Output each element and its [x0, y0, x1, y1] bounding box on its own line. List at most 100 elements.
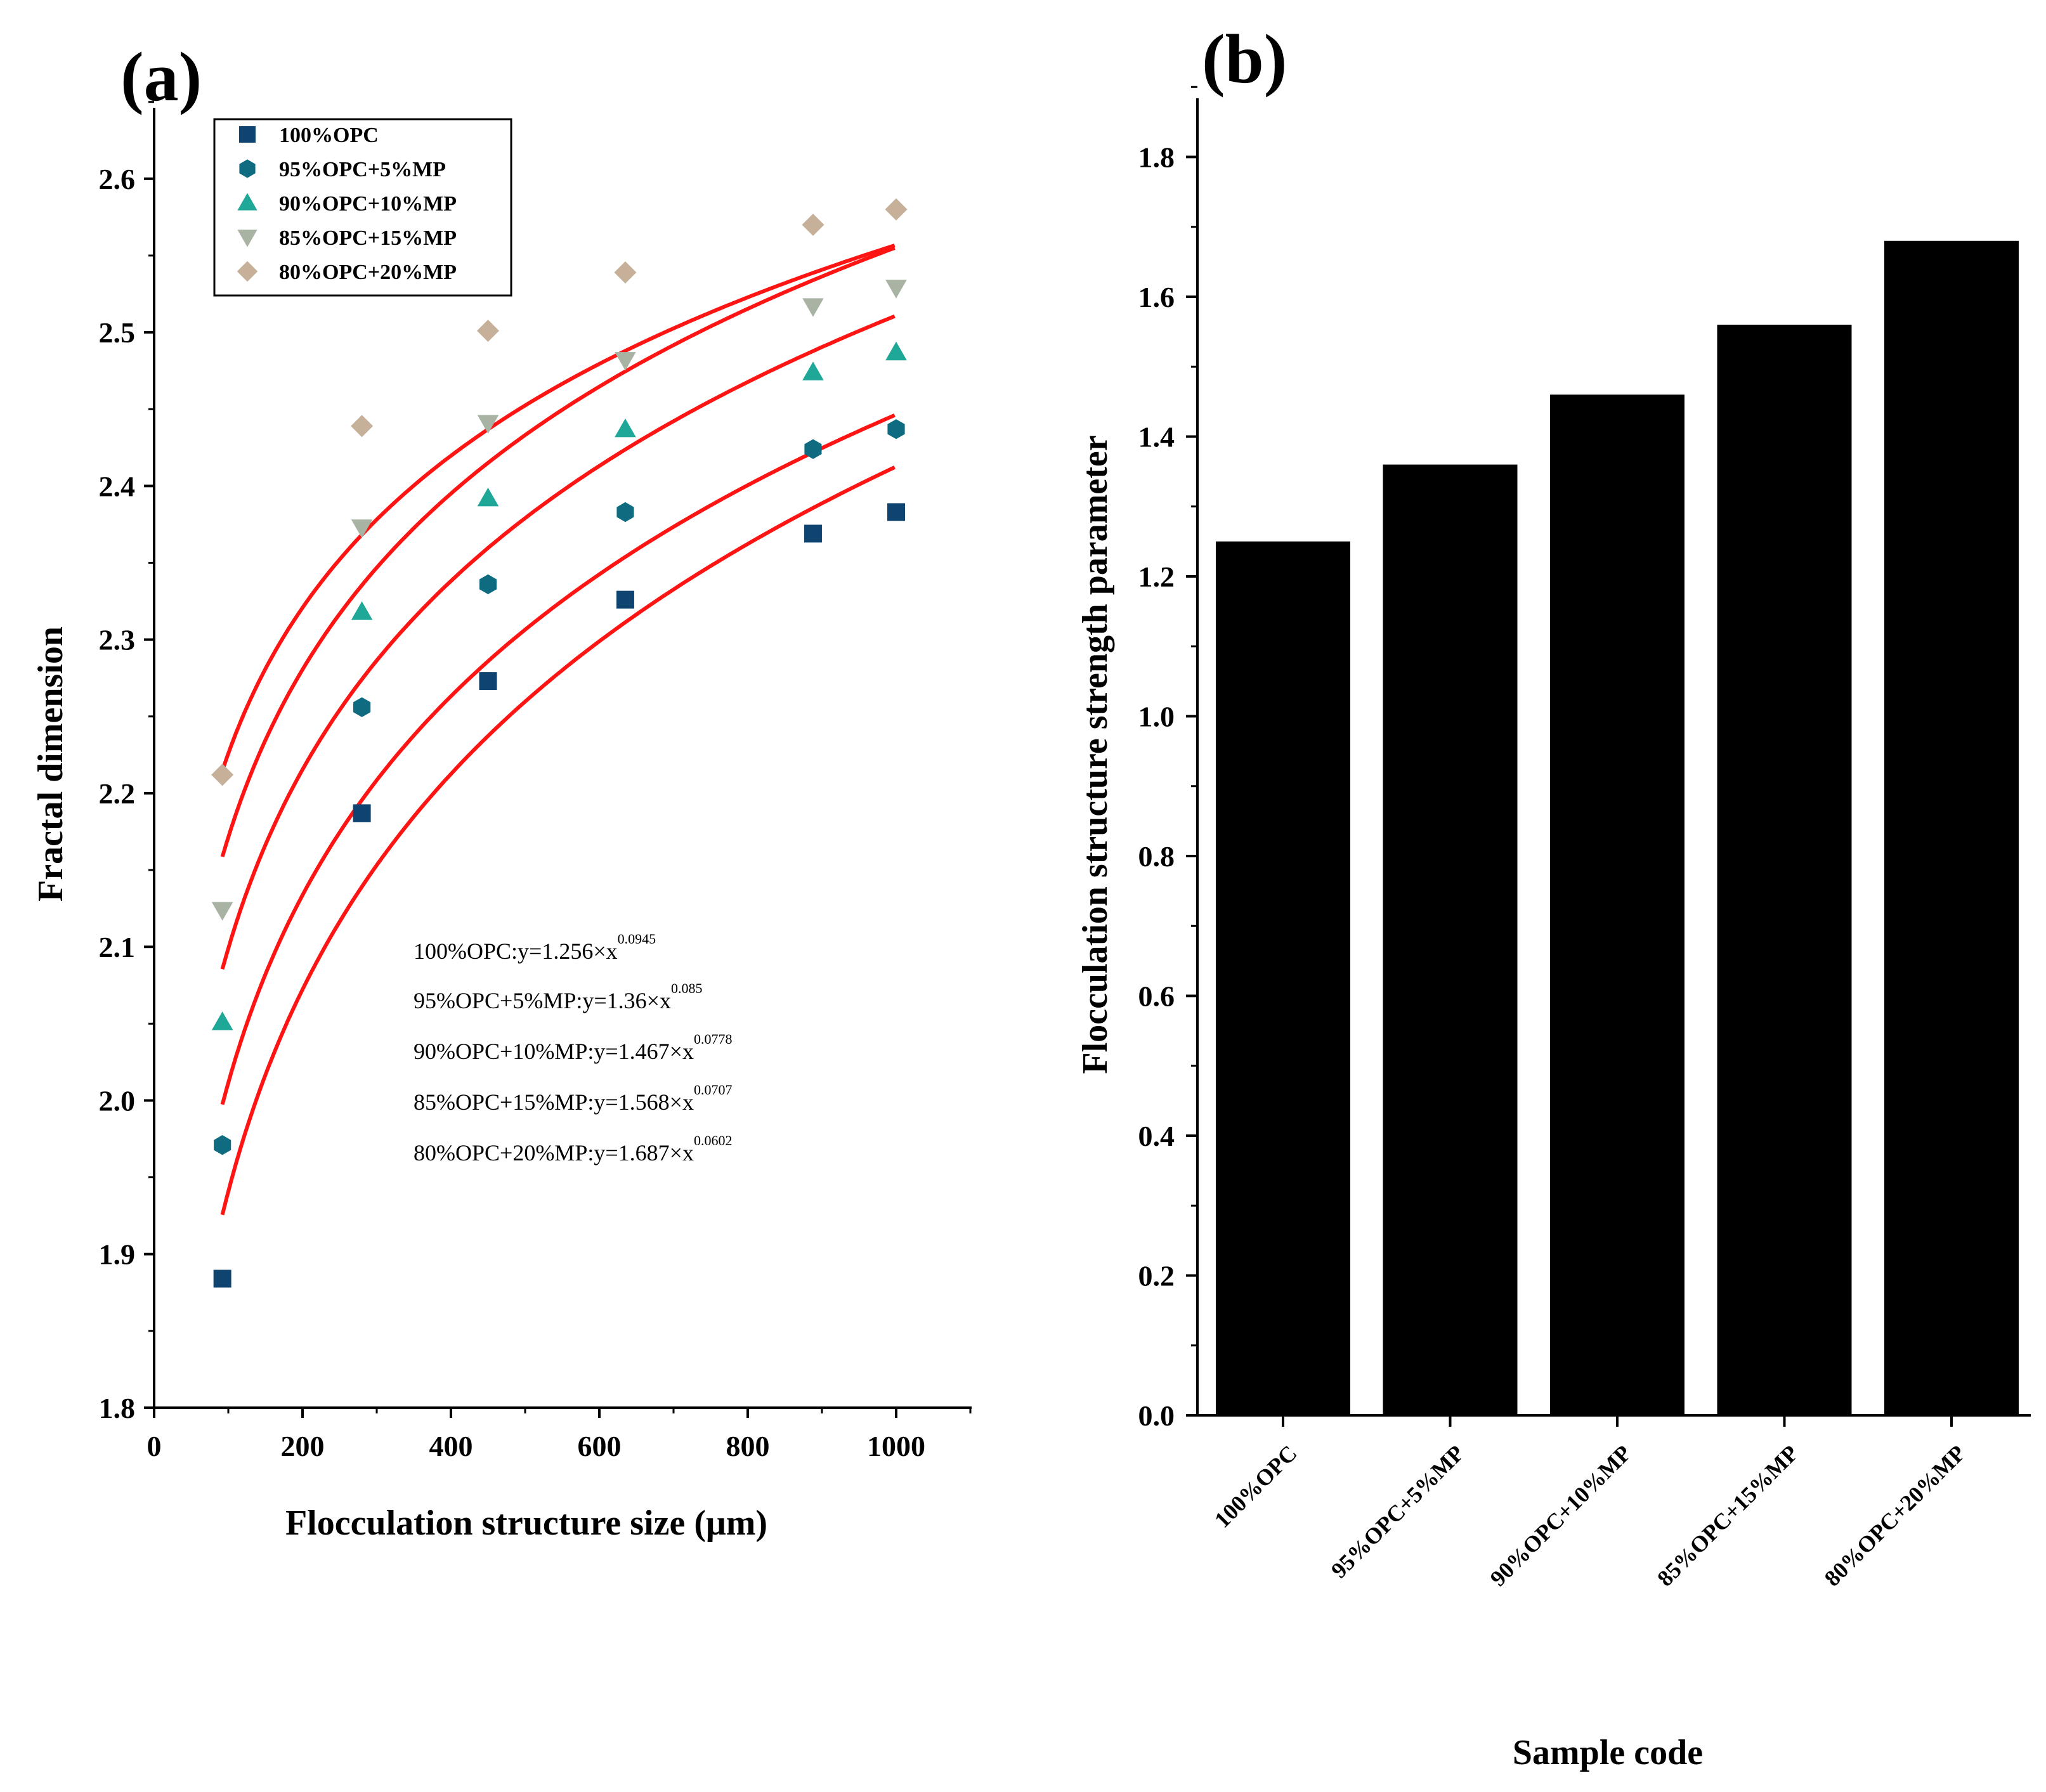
category-label: 95%OPC+5%MP: [1326, 1440, 1469, 1583]
fit-curve: [220, 314, 896, 970]
y-tick-label: 2.1: [99, 931, 136, 963]
equation-10-mp-prefix: 90%OPC+10%MP:y=1.467×x: [414, 1039, 694, 1064]
legend-marker-icon: [239, 126, 256, 143]
y-tick-label: 0.2: [1138, 1260, 1175, 1292]
equation-15-mp-prefix: 85%OPC+15%MP:y=1.568×x: [414, 1089, 694, 1115]
data-point: [213, 1269, 231, 1288]
category-label: 100%OPC: [1209, 1440, 1302, 1533]
data-point: [477, 487, 499, 507]
panel-b-y-ticks: 0.0 0.2 0.4 0.6 0.8 1.0 1.2 1.4 1.6 1.8: [1138, 86, 1197, 1432]
data-point: [615, 418, 636, 438]
category-label: 90%OPC+10%MP: [1485, 1440, 1636, 1591]
y-tick-label: 1.8: [1138, 141, 1175, 174]
y-tick-label: 0.8: [1138, 840, 1175, 873]
equation-5-mp: 95%OPC+5%MP:y=1.36×x0.085: [414, 980, 702, 1013]
data-point: [887, 419, 905, 439]
data-point: [351, 415, 374, 438]
data-point: [477, 415, 499, 434]
panel-a-label: (a): [121, 38, 202, 115]
legend-marker-icon: [237, 193, 257, 211]
legend-label: 80%OPC+20%MP: [279, 261, 457, 284]
data-point: [804, 439, 822, 459]
bar: [1550, 394, 1684, 1415]
equation-20-mp-prefix: 80%OPC+20%MP:y=1.687×x: [414, 1140, 694, 1165]
data-point: [353, 697, 371, 717]
data-point: [802, 298, 824, 317]
equation-20-mp-exponent: 0.0602: [694, 1133, 733, 1148]
panel-a-scatter-chart: (a) 1.8 1.9 2.0 2.1 2.2 2.3 2.4 2.5 2.6 0 200 400 6…: [31, 38, 972, 1543]
legend-label: 95%OPC+5%MP: [279, 158, 446, 181]
x-tick-label: 200: [281, 1430, 325, 1462]
data-point: [353, 804, 371, 822]
panel-a-y-axis-title: Fractal dimension: [31, 627, 70, 902]
data-point: [214, 1135, 231, 1155]
data-point: [615, 352, 636, 371]
y-tick-label: 0.6: [1138, 980, 1175, 1013]
legend-label: 90%OPC+10%MP: [279, 192, 457, 216]
panel-b-label: (b): [1202, 20, 1287, 98]
fit-curve: [220, 465, 896, 1216]
legend-marker-icon: [237, 230, 257, 247]
y-tick-label: 1.9: [99, 1238, 136, 1271]
y-tick-label: 0.0: [1138, 1399, 1175, 1432]
y-tick-label: 1.2: [1138, 561, 1175, 593]
x-tick-label: 800: [726, 1430, 770, 1462]
y-tick-label: 1.6: [1138, 281, 1175, 313]
panel-b-bar-chart: (b) 0.0 0.2 0.4 0.6 0.8 1.0 1.2 1.4 1.6 1.8 100%O…: [1076, 20, 2031, 1772]
panel-b-y-axis-title: Flocculation structure strength paramete…: [1076, 435, 1115, 1074]
data-point: [616, 590, 634, 609]
panel-b-bars: [1216, 240, 2019, 1415]
category-label: 80%OPC+20%MP: [1820, 1440, 1971, 1591]
equation-10-mp-exponent: 0.0778: [694, 1031, 733, 1047]
legend-marker-icon: [239, 159, 256, 178]
data-point: [211, 1011, 233, 1030]
y-tick-label: 2.3: [99, 624, 136, 656]
category-label: 85%OPC+15%MP: [1652, 1440, 1803, 1591]
bar: [1717, 325, 1852, 1415]
data-point: [885, 280, 907, 299]
equation-20-mp: 80%OPC+20%MP:y=1.687×x0.0602: [414, 1133, 732, 1165]
data-point: [351, 601, 373, 620]
y-tick-label: 1.4: [1138, 421, 1175, 453]
bar: [1383, 464, 1518, 1415]
y-tick-label: 2.5: [99, 316, 136, 349]
y-tick-label: 0.4: [1138, 1120, 1175, 1152]
data-point: [885, 341, 907, 361]
panel-a-fit-equations: 100%OPC:y=1.256×x0.0945 95%OPC+5%MP:y=1.…: [414, 931, 732, 1165]
data-point: [211, 902, 233, 921]
x-tick-label: 1000: [867, 1430, 925, 1462]
y-tick-label: 2.6: [99, 163, 136, 195]
legend-label: 85%OPC+15%MP: [279, 226, 457, 250]
data-point: [351, 519, 373, 538]
panel-a-x-ticks: 0 200 400 600 800 1000: [147, 1408, 972, 1462]
data-point: [616, 502, 634, 523]
legend-label: 100%OPC: [279, 124, 379, 147]
fit-curve: [220, 243, 896, 772]
legend-marker-icon: [237, 261, 258, 282]
equation-15-mp: 85%OPC+15%MP:y=1.568×x0.0707: [414, 1082, 732, 1115]
panel-a-fit-curves: [220, 243, 896, 1216]
y-tick-label: 2.2: [99, 777, 136, 810]
y-tick-label: 1.8: [99, 1392, 136, 1424]
data-point: [479, 574, 497, 595]
data-point: [887, 503, 905, 521]
x-tick-label: 400: [429, 1430, 473, 1462]
equation-15-mp-exponent: 0.0707: [694, 1082, 733, 1098]
fit-curve: [220, 246, 896, 857]
equation-10-mp: 90%OPC+10%MP:y=1.467×x0.0778: [414, 1031, 732, 1064]
data-point: [804, 524, 822, 543]
panel-b-x-axis-title: Sample code: [1513, 1733, 1703, 1772]
y-tick-label: 2.4: [99, 470, 136, 502]
x-tick-label: 600: [578, 1430, 622, 1462]
panel-a-data-points: [211, 198, 908, 1288]
y-tick-label: 1.0: [1138, 701, 1175, 733]
equation-5-mp-exponent: 0.085: [671, 980, 703, 996]
data-point: [211, 763, 234, 786]
equation-5-mp-prefix: 95%OPC+5%MP:y=1.36×x: [414, 988, 671, 1013]
data-point: [477, 320, 499, 342]
data-point: [802, 214, 824, 237]
panel-a-legend: 100%OPC 95%OPC+5%MP 90%OPC+10%MP 85%OPC+15%…: [213, 118, 512, 297]
bar: [1216, 541, 1350, 1415]
data-point: [802, 361, 824, 380]
